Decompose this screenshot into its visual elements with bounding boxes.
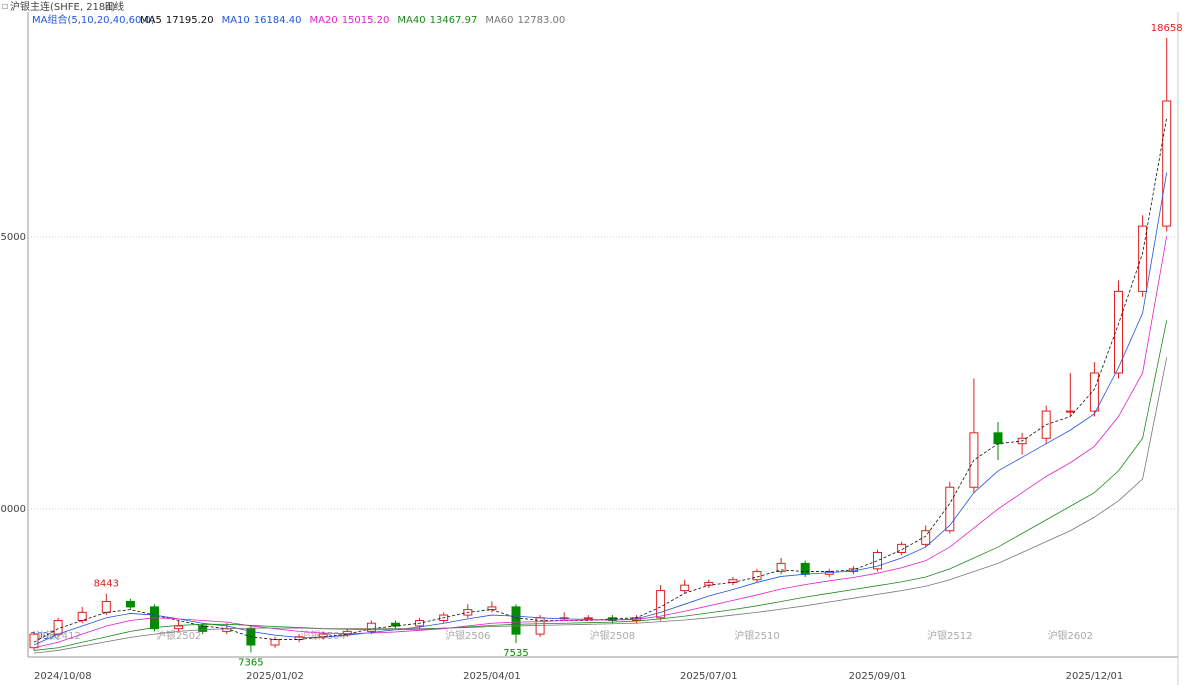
candle-body <box>921 530 931 545</box>
y-tick-label: 15000 <box>0 232 26 243</box>
legend-value: 17195.20 <box>166 15 214 26</box>
candle-body <box>174 625 184 630</box>
extreme-label: 18658 <box>1151 23 1183 34</box>
legend-value: 13467.97 <box>430 15 478 26</box>
candle-body <box>342 630 352 635</box>
ma-line <box>33 320 1168 651</box>
candle-body <box>294 636 304 641</box>
candle-body <box>487 606 497 611</box>
menu-icon[interactable]: ☐ <box>2 3 8 11</box>
ma-line <box>33 357 1168 654</box>
x-tick-label: 2025/01/02 <box>246 671 304 682</box>
period[interactable]: 日线 <box>104 0 124 13</box>
candle-body <box>583 617 593 620</box>
contract-label: 沪银2502 <box>156 629 201 642</box>
candle-body <box>318 633 328 638</box>
x-tick-label: 2025/04/01 <box>463 671 521 682</box>
contract-label: 沪银2508 <box>590 629 635 642</box>
candle-body <box>125 600 135 608</box>
candle-body <box>270 639 280 646</box>
ma-line <box>33 236 1168 649</box>
candle-body <box>1089 372 1099 412</box>
x-tick-label: 2025/09/01 <box>849 671 907 682</box>
extreme-label: 7365 <box>238 657 263 668</box>
candle-body <box>198 625 208 632</box>
candle-body <box>1162 100 1172 227</box>
candle-body <box>993 432 1003 445</box>
symbol[interactable]: 沪银主连(SHFE, 2184) <box>10 0 116 13</box>
candle-body <box>511 606 521 635</box>
candle-body <box>680 584 690 592</box>
legend-name: MA5 <box>140 15 162 26</box>
candle-body <box>29 633 39 649</box>
legend-value: 12783.00 <box>518 15 566 26</box>
extreme-label: 8443 <box>94 579 119 590</box>
legend-value: 16184.40 <box>254 15 302 26</box>
contract-label: 沪银2506 <box>445 629 490 642</box>
y-tick-label: 10000 <box>0 504 26 515</box>
candle-body <box>873 552 882 570</box>
x-tick-label: 2024/10/08 <box>34 671 92 682</box>
candle-body <box>77 611 87 622</box>
candle-body <box>776 562 786 573</box>
candle-body <box>752 571 762 581</box>
candle-body <box>704 581 714 586</box>
legend-name: MA40 <box>397 15 425 26</box>
candle-body <box>1138 225 1148 292</box>
candle-body <box>366 622 376 632</box>
x-tick-label: 2025/12/01 <box>1066 671 1124 682</box>
contract-label: 沪银2602 <box>1048 629 1093 642</box>
candle-body <box>945 486 955 532</box>
candle-body <box>897 543 907 554</box>
extreme-label: 7535 <box>503 648 528 659</box>
legend-name: MA10 <box>222 15 250 26</box>
candle-body <box>800 562 810 575</box>
candle-body <box>1065 410 1075 413</box>
contract-label: 沪银2510 <box>734 629 779 642</box>
legend-value: 15015.20 <box>342 15 390 26</box>
candle-body <box>656 590 666 619</box>
legend-name: MA60 <box>485 15 513 26</box>
x-tick-label: 2025/07/01 <box>680 671 738 682</box>
legend-name: MA20 <box>309 15 337 26</box>
ma-group[interactable]: MA组合(5,10,20,40,60,0) <box>32 13 155 26</box>
candle-body <box>101 600 111 613</box>
contract-label: 沪银2512 <box>927 629 972 642</box>
candle-body <box>1114 290 1123 374</box>
